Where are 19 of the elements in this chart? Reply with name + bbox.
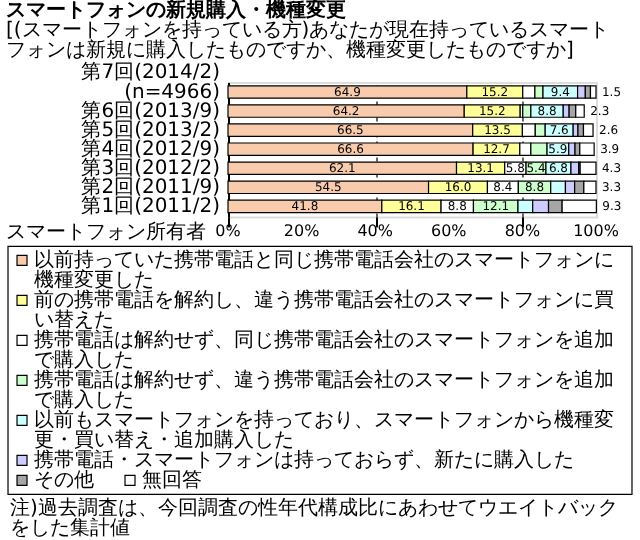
bar bbox=[568, 104, 577, 118]
text: スマートフォン所有者 bbox=[6, 220, 207, 245]
x-tick-label: 40% bbox=[357, 222, 394, 241]
x-tick-label: 80% bbox=[504, 222, 541, 241]
bar bbox=[579, 142, 595, 156]
x-tick-label: 60% bbox=[431, 222, 468, 241]
y-tick-label: 第1回(2011/2) bbox=[81, 194, 221, 219]
bar bbox=[589, 85, 597, 99]
chart-subtitle: [(スマートフォンを持っている方)あなたが現在持っているスマートフォンは新規に購入したものですか、機種変更したものですか] bbox=[6, 18, 610, 63]
legend-label: 無回答 bbox=[142, 468, 203, 493]
legend-label: その他 bbox=[34, 468, 95, 493]
x-tick-label: 0% bbox=[215, 222, 242, 241]
text: 注)過去調査は、今回調査の性年代構成比にあわせてウエイトバックをした集計値 bbox=[10, 496, 618, 540]
bar bbox=[582, 123, 594, 137]
y-tick-label: 第7回(2014/2) (n=4966) bbox=[81, 60, 221, 104]
x-tick-label: 20% bbox=[283, 222, 321, 241]
x-tick-label: 100% bbox=[573, 222, 620, 241]
bar bbox=[575, 104, 585, 118]
legend-label: 携帯電話・スマートフォンは持っておらず、新たに購入した bbox=[34, 448, 575, 473]
